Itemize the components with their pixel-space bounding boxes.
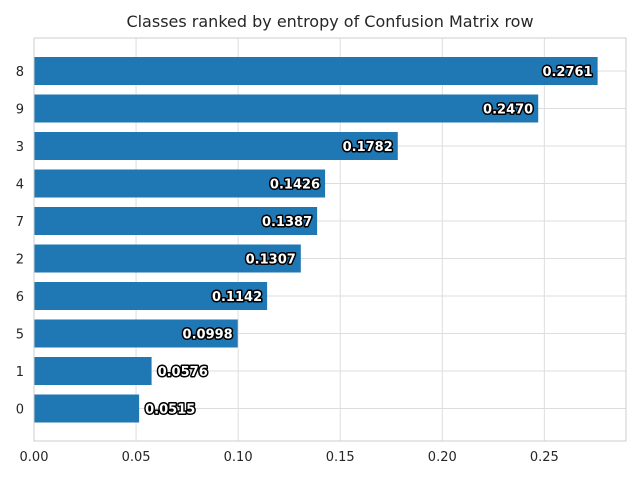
y-tick-label: 0 xyxy=(16,403,24,418)
value-label: 0.0515 xyxy=(145,403,195,418)
bar xyxy=(34,132,398,160)
value-label: 0.1426 xyxy=(270,178,320,193)
y-tick-label: 7 xyxy=(16,215,24,230)
bar xyxy=(34,357,152,385)
value-label: 0.2761 xyxy=(542,65,592,80)
bar xyxy=(34,282,268,310)
bar xyxy=(34,57,598,85)
x-tick-label: 0.15 xyxy=(326,450,355,465)
y-tick-label: 6 xyxy=(16,290,24,305)
labels-layer: 0.2761 0.2470 0.1782 0.1426 0.1387 0.1307 0.11… xyxy=(144,64,594,420)
y-tick-label: 4 xyxy=(16,178,24,193)
bar xyxy=(34,94,539,123)
x-tick-label: 0.05 xyxy=(122,450,151,465)
bar xyxy=(34,244,301,273)
value-label: 0.0576 xyxy=(158,365,208,380)
x-tick-label: 0.00 xyxy=(20,450,49,465)
bar xyxy=(34,394,140,423)
y-tick-label: 9 xyxy=(16,103,24,118)
x-tick-label: 0.20 xyxy=(428,450,457,465)
value-label: 0.1387 xyxy=(262,215,312,230)
chart-title: Classes ranked by entropy of Confusion M… xyxy=(126,12,534,31)
y-tick-label: 3 xyxy=(16,140,24,155)
bars-layer xyxy=(34,57,598,423)
value-label: 0.1782 xyxy=(343,140,393,155)
bar xyxy=(34,207,318,235)
y-tick-label: 2 xyxy=(16,253,24,268)
bar xyxy=(34,319,238,348)
value-label: 0.2470 xyxy=(483,103,533,118)
y-tick-label: 1 xyxy=(16,365,24,380)
value-label: 0.0998 xyxy=(183,328,233,343)
y-tick-label: 5 xyxy=(16,328,24,343)
value-label: 0.1142 xyxy=(212,290,262,305)
x-tick-label: 0.10 xyxy=(224,450,253,465)
axis-layer: 0.00 0.05 0.10 0.15 0.20 0.25 8 9 3 4 7 2 6 5 1 0 xyxy=(16,37,627,465)
x-tick-label: 0.25 xyxy=(530,450,559,465)
plot-border xyxy=(33,37,627,442)
bar xyxy=(34,169,326,198)
y-tick-label: 8 xyxy=(16,65,24,80)
value-label: 0.1307 xyxy=(246,253,296,268)
